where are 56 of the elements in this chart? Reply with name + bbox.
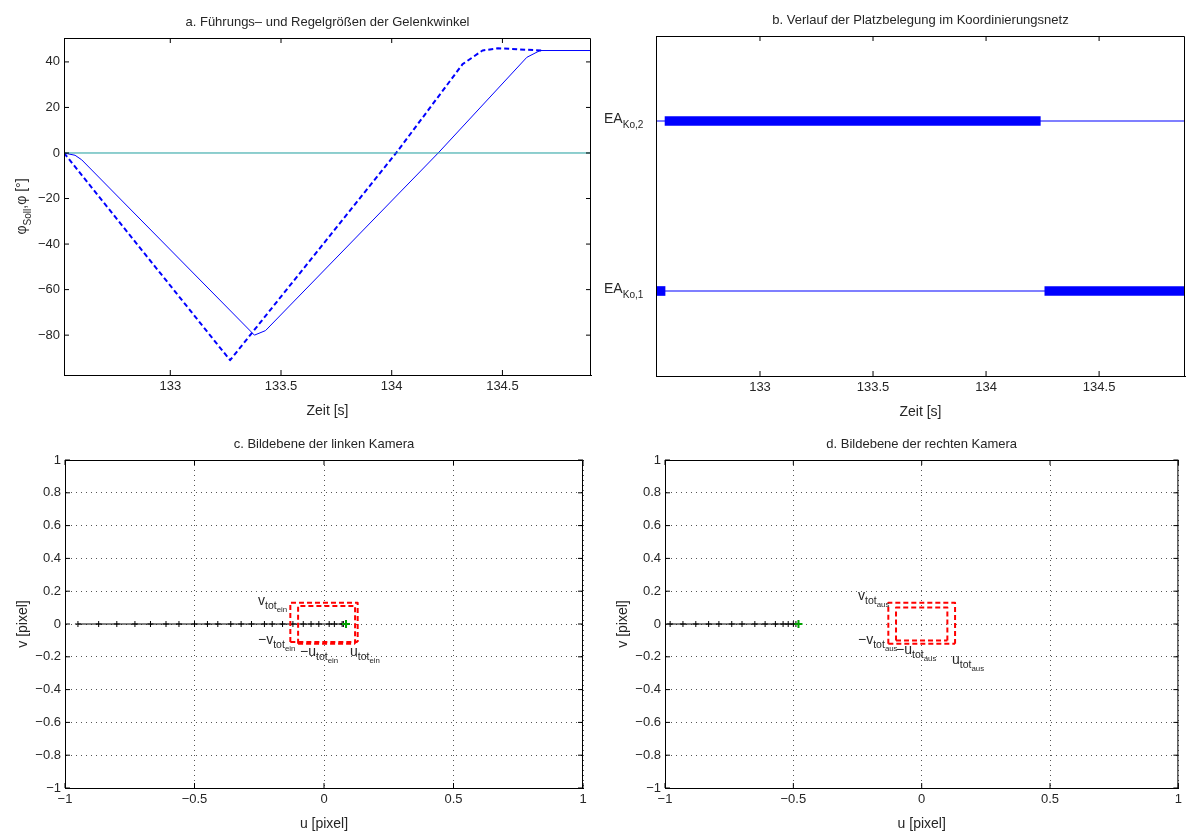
y-tick-label: −80 — [37, 326, 60, 342]
y-tick-label: 0.4 — [42, 549, 61, 565]
y-tick-label: 0.2 — [42, 582, 61, 598]
y-tick-label: 0 — [653, 615, 661, 631]
x-axis-title: u [pixel] — [299, 815, 349, 831]
x-axis-title: Zeit [s] — [899, 403, 942, 419]
x-axis-title: u [pixel] — [897, 815, 946, 831]
chart-title: c. Bildebene der linken Kamera — [233, 436, 416, 451]
y-tick-label: −0.6 — [635, 713, 661, 729]
x-tick-label: 134.5 — [486, 378, 519, 394]
x-axis-title: Zeit [s] — [306, 402, 349, 418]
y-tick-label: −1 — [46, 779, 61, 795]
y-tick-label: 20 — [45, 99, 60, 115]
x-tick-label: 134.5 — [1082, 379, 1116, 395]
x-tick-label: 1 — [1174, 791, 1182, 807]
x-tick-label: 133 — [159, 378, 182, 394]
x-tick-label: 0 — [918, 791, 926, 807]
y-tick-label: 0.4 — [642, 549, 661, 565]
y-tick-label: 1 — [653, 451, 661, 467]
chart-title: b. Verlauf der Platzbelegung im Koordinierungsnetz — [772, 12, 1069, 27]
x-tick-label: 134 — [380, 378, 403, 394]
y-axis-title: v [pixel] — [14, 600, 30, 648]
y-tick-label: 40 — [45, 53, 60, 69]
chart-title: d. Bildebene der rechten Kamera — [826, 436, 1018, 451]
y-axis-title: v [pixel] — [614, 600, 630, 648]
y-tick-label: −0.4 — [35, 681, 61, 697]
y-tick-label: 0.2 — [642, 582, 661, 598]
x-tick-label: −0.5 — [780, 791, 807, 807]
x-tick-label: 0.5 — [444, 791, 463, 807]
y-tick-label: −60 — [37, 281, 60, 297]
y-tick-label: 0 — [52, 144, 60, 160]
y-tick-label: −0.2 — [635, 648, 661, 664]
y-tick-label: 0.6 — [42, 517, 61, 533]
x-tick-label: 0.5 — [1041, 791, 1060, 807]
y-tick-label: 0.8 — [42, 484, 61, 500]
x-tick-label: 133 — [749, 379, 771, 395]
y-tick-label: −0.2 — [35, 648, 61, 664]
y-tick-label: −0.6 — [35, 713, 61, 729]
x-tick-label: 133.5 — [856, 379, 890, 395]
y-tick-label: −0.4 — [635, 681, 661, 697]
y-tick-label: 1 — [53, 451, 61, 467]
x-tick-label: 0 — [320, 791, 328, 807]
x-tick-label: 134 — [975, 379, 997, 395]
y-tick-label: −40 — [37, 235, 60, 251]
y-tick-label: 0.6 — [642, 517, 661, 533]
y-tick-label: −0.8 — [35, 746, 61, 762]
x-tick-label: 1 — [579, 791, 587, 807]
y-tick-label: 0.8 — [642, 484, 661, 500]
y-axis-title: φSoll,φ [°] — [13, 178, 34, 235]
y-tick-label: −0.8 — [635, 746, 661, 762]
x-tick-label: 133.5 — [264, 378, 298, 394]
y-tick-label: −1 — [646, 779, 661, 795]
x-tick-label: −0.5 — [181, 791, 208, 807]
y-tick-label: −20 — [37, 190, 60, 206]
chart-title: a. Führungs– und Regelgrößen der Gelenkwinkel — [185, 14, 470, 29]
y-tick-label: 0 — [53, 615, 61, 631]
